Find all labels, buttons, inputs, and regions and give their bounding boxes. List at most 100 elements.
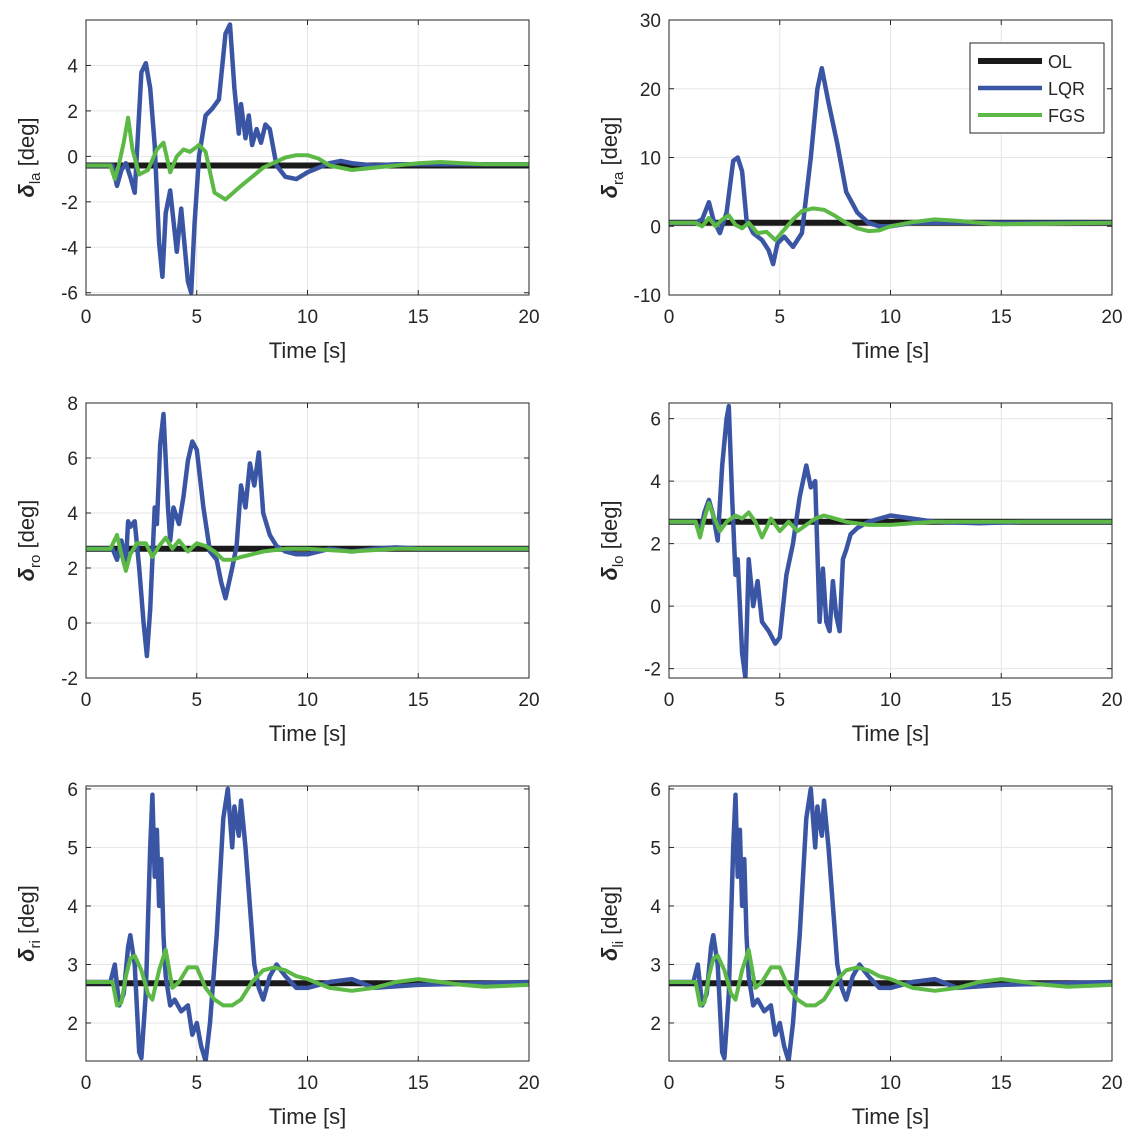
y-tick-label: 4 [67, 504, 78, 525]
y-tick-label: 0 [650, 217, 661, 238]
y-label-symbol: δ [14, 948, 39, 962]
x-tick-label: 10 [297, 690, 318, 711]
x-tick-label: 10 [880, 307, 901, 328]
y-label-unit: [deg] [597, 500, 622, 555]
y-label-subscript: li [610, 941, 627, 948]
subplot-5: 0 5 10 15 20 2 3 4 5 6 Time [s] δri [deg] [14, 780, 540, 1129]
y-tick-label: 0 [67, 147, 78, 168]
y-tick-label: 6 [650, 410, 661, 431]
y-tick-label: 2 [67, 559, 78, 580]
y-label-subscript: ra [610, 171, 627, 185]
y-tick-label: 8 [67, 394, 78, 415]
y-label-subscript: lo [610, 555, 627, 567]
series-fgs [86, 947, 529, 1008]
y-tick-label: 3 [67, 955, 78, 976]
x-tick-label: 5 [774, 690, 785, 711]
x-axis-label: Time [s] [269, 721, 346, 746]
x-tick-label: 0 [664, 690, 675, 711]
y-tick-label: 0 [67, 614, 78, 635]
series-group [86, 22, 529, 295]
y-tick-label: 4 [67, 897, 78, 918]
y-axis-label: δli [deg] [597, 886, 627, 961]
y-axis-label: δro [deg] [14, 500, 44, 582]
y-tick-label: 6 [650, 780, 661, 801]
series-lqr [86, 411, 529, 659]
y-axis-label: δla [deg] [14, 117, 44, 197]
y-tick-label: 5 [650, 838, 661, 859]
y-tick-label: 20 [640, 80, 661, 101]
y-label-unit: [deg] [14, 885, 39, 940]
x-tick-label: 5 [191, 307, 202, 328]
y-tick-label: -2 [61, 193, 78, 214]
y-tick-label: 4 [650, 472, 661, 493]
legend-label-ol: OL [1048, 52, 1072, 72]
x-tick-label: 20 [1101, 1073, 1122, 1094]
series-group [86, 411, 529, 659]
x-axis-label: Time [s] [269, 1104, 346, 1129]
series-group [669, 65, 1112, 267]
y-tick-label: -2 [61, 669, 78, 690]
series-lqr [669, 403, 1112, 678]
series-group [86, 786, 529, 1061]
y-label-unit: [deg] [597, 886, 622, 941]
series-lqr [86, 22, 529, 295]
x-axis-label: Time [s] [852, 1104, 929, 1129]
y-tick-label: 4 [650, 897, 661, 918]
y-tick-label: 3 [650, 955, 661, 976]
y-tick-label: 6 [67, 780, 78, 801]
y-tick-label: -2 [644, 660, 661, 681]
series-group [669, 786, 1112, 1061]
x-tick-label: 5 [191, 690, 202, 711]
y-label-symbol: δ [597, 947, 622, 961]
y-tick-label: 2 [67, 1014, 78, 1035]
y-label-symbol: δ [597, 567, 622, 581]
x-tick-label: 20 [1101, 690, 1122, 711]
subplot-1: 0 5 10 15 20 -6 -4 -2 0 2 4 Time [s] δla [deg] [14, 19, 540, 363]
x-tick-label: 15 [408, 1073, 429, 1094]
y-axis-label: δri [deg] [14, 885, 44, 962]
y-label-symbol: δ [14, 567, 39, 581]
y-label-unit: [deg] [14, 500, 39, 555]
series-group [669, 403, 1112, 678]
series-fgs [86, 115, 529, 202]
x-tick-label: 0 [81, 690, 92, 711]
y-tick-label: 5 [67, 838, 78, 859]
y-axis-label: δlo [deg] [597, 500, 627, 580]
y-label-symbol: δ [597, 184, 622, 198]
legend-label-lqr: LQR [1048, 79, 1085, 99]
y-tick-label: 2 [650, 535, 661, 556]
x-tick-label: 15 [408, 307, 429, 328]
y-label-unit: [deg] [14, 117, 39, 172]
x-tick-label: 15 [991, 1073, 1012, 1094]
x-tick-label: 20 [518, 1073, 539, 1094]
series-fgs [669, 206, 1112, 242]
legend: OL LQR FGS [969, 42, 1105, 134]
x-tick-label: 15 [408, 690, 429, 711]
y-axis-label: δra [deg] [597, 117, 627, 199]
y-label-subscript: la [27, 172, 44, 184]
x-tick-label: 10 [880, 1073, 901, 1094]
x-tick-label: 20 [518, 690, 539, 711]
y-tick-label: 2 [650, 1014, 661, 1035]
y-tick-label: -10 [634, 286, 661, 307]
x-tick-label: 0 [664, 1073, 675, 1094]
x-tick-label: 5 [191, 1073, 202, 1094]
y-tick-label: -4 [61, 238, 78, 259]
y-label-symbol: δ [14, 184, 39, 198]
x-tick-label: 20 [518, 307, 539, 328]
y-tick-label: 4 [67, 56, 78, 77]
x-tick-label: 10 [880, 690, 901, 711]
x-axis-label: Time [s] [852, 338, 929, 363]
x-tick-label: 15 [991, 307, 1012, 328]
y-tick-label: 0 [650, 597, 661, 618]
x-tick-label: 5 [774, 307, 785, 328]
series-fgs [669, 947, 1112, 1008]
x-tick-label: 5 [774, 1073, 785, 1094]
y-tick-label: 6 [67, 449, 78, 470]
series-fgs [669, 501, 1112, 540]
x-axis-label: Time [s] [852, 721, 929, 746]
y-label-unit: [deg] [597, 117, 622, 172]
